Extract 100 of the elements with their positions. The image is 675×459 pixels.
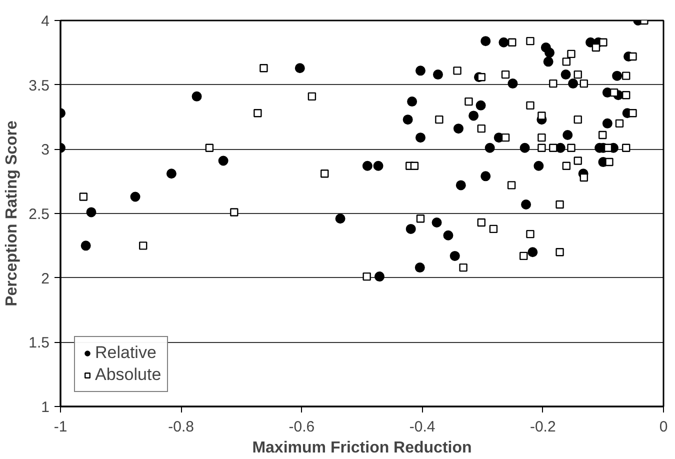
point	[320, 170, 329, 178]
point	[622, 144, 630, 152]
x-tick-label: -0.6	[288, 418, 315, 436]
point	[538, 133, 546, 142]
point	[526, 101, 534, 110]
y-tick-label: 4	[41, 13, 50, 30]
point	[476, 100, 486, 110]
point	[534, 160, 544, 171]
point	[130, 192, 140, 202]
point	[86, 207, 96, 218]
point	[556, 200, 564, 209]
point	[622, 72, 630, 80]
point	[254, 109, 262, 118]
point	[574, 115, 582, 124]
point	[484, 142, 495, 153]
point	[526, 36, 534, 46]
point	[373, 160, 384, 171]
point	[508, 78, 518, 89]
point	[416, 214, 425, 223]
point	[574, 156, 582, 165]
point	[556, 248, 564, 256]
point	[612, 70, 622, 81]
point	[79, 192, 88, 201]
point	[480, 171, 491, 182]
point	[414, 262, 425, 273]
point	[294, 63, 305, 74]
x-tick-label: -0.8	[168, 418, 194, 436]
point	[362, 272, 371, 281]
point	[432, 70, 443, 80]
y-tick-label: 3	[41, 142, 50, 159]
point	[549, 144, 558, 152]
point	[80, 240, 91, 251]
point	[443, 230, 454, 240]
point	[432, 218, 442, 228]
point	[139, 242, 148, 250]
point	[610, 88, 618, 97]
point	[549, 79, 558, 88]
point	[562, 162, 571, 170]
point	[410, 162, 419, 170]
point	[335, 214, 346, 224]
point	[628, 52, 637, 61]
point	[459, 263, 468, 272]
point	[402, 114, 413, 125]
point	[560, 70, 571, 80]
point	[567, 144, 576, 152]
point	[521, 200, 532, 210]
point	[308, 92, 316, 101]
point	[599, 38, 608, 46]
point	[580, 79, 588, 88]
point	[480, 36, 491, 46]
point	[456, 180, 466, 190]
point	[489, 224, 498, 234]
legend-label: Relative	[95, 343, 156, 363]
point	[538, 144, 546, 152]
point	[562, 130, 573, 140]
point	[528, 247, 538, 258]
point	[501, 133, 510, 142]
point	[260, 64, 268, 72]
point	[477, 218, 486, 227]
point	[374, 272, 384, 282]
point	[526, 230, 534, 238]
x-tick-label: -1	[54, 418, 68, 436]
point	[415, 132, 426, 143]
point	[415, 66, 426, 76]
point	[605, 158, 614, 166]
y-axis-title: Perception Rating Score	[4, 120, 21, 306]
point	[574, 70, 582, 79]
point	[218, 156, 228, 166]
point	[538, 112, 546, 120]
point	[622, 91, 630, 100]
point	[567, 50, 576, 58]
point	[166, 168, 176, 179]
point	[615, 119, 624, 128]
point	[520, 252, 528, 260]
point	[544, 48, 555, 58]
point	[598, 130, 607, 140]
point	[464, 97, 473, 106]
point	[362, 160, 372, 171]
x-tick-label: -0.4	[409, 418, 436, 436]
point	[407, 96, 418, 107]
point	[498, 37, 509, 48]
point	[192, 91, 202, 102]
legend-label: Absolute	[95, 365, 162, 385]
point	[450, 250, 460, 261]
y-tick-label: 1	[41, 399, 50, 416]
y-tick-label: 3.5	[28, 77, 50, 94]
x-axis-title: Maximum Friction Reduction	[252, 440, 472, 456]
point	[508, 38, 516, 46]
point	[507, 181, 516, 190]
point	[205, 144, 214, 152]
point	[453, 124, 464, 134]
x-tick-label: -0.2	[530, 418, 556, 436]
point	[520, 142, 530, 153]
x-tick-label: 0	[659, 418, 668, 436]
point	[230, 208, 238, 216]
y-tick-label: 1.5	[28, 334, 50, 352]
point	[468, 110, 479, 121]
point	[477, 124, 486, 133]
point	[628, 109, 637, 118]
point	[543, 56, 554, 67]
